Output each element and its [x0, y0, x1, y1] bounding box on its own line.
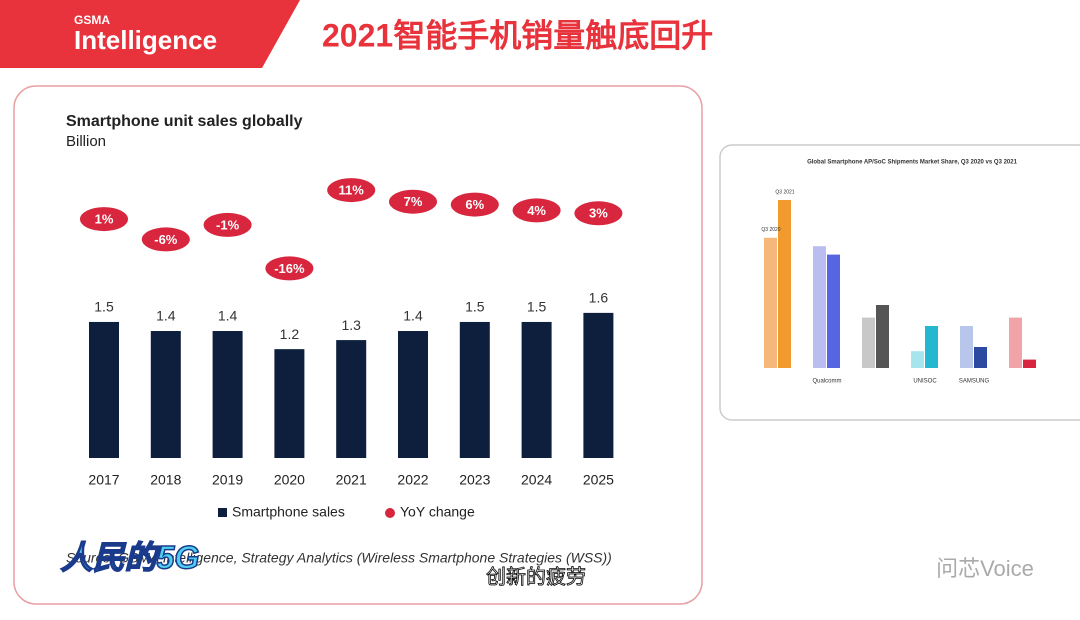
inset-bar	[827, 254, 840, 368]
bar-label: 1.5	[465, 299, 485, 315]
x-tick-label: 2022	[397, 472, 428, 488]
x-tick-label: 2021	[336, 472, 367, 488]
legend-swatch	[218, 508, 227, 517]
bar-label: 1.4	[403, 308, 423, 324]
yoy-label: 1%	[95, 212, 114, 227]
bar-label: 1.4	[156, 308, 176, 324]
inset-bar	[974, 347, 987, 368]
inset-title: Global Smartphone AP/SoC Shipments Marke…	[807, 160, 1018, 166]
yoy-label: 11%	[339, 183, 365, 198]
bar	[150, 331, 181, 458]
yoy-bubble	[327, 178, 376, 203]
yoy-bubble	[141, 227, 190, 252]
x-tick-label: 2024	[521, 472, 552, 488]
yoy-bubble	[450, 192, 499, 217]
bar	[336, 340, 367, 458]
x-tick-label: 2020	[274, 472, 305, 488]
inset-x-label: Qualcomm	[812, 379, 841, 385]
inset-bar	[925, 326, 938, 368]
x-tick-label: 2023	[459, 472, 490, 488]
x-tick-label: 2025	[583, 472, 614, 488]
inset-bar	[778, 200, 791, 368]
brand-top: GSMA	[74, 13, 110, 27]
bar-label: 1.4	[218, 308, 238, 324]
inset-card	[719, 144, 1080, 421]
yoy-label: -16%	[274, 261, 305, 276]
inset-bar	[1023, 359, 1036, 368]
brand: Intelligence	[74, 25, 217, 55]
watermark: 问芯Voice	[936, 556, 1034, 581]
x-tick-label: 2019	[212, 472, 243, 488]
bar	[212, 331, 243, 458]
bar-label: 1.6	[589, 290, 609, 306]
caption: 创新的疲劳	[486, 565, 586, 588]
inset-series-label: Q3 2021	[775, 189, 794, 195]
inset-x-label: UNISOC	[913, 379, 937, 385]
yoy-label: 4%	[527, 203, 546, 218]
inset-bar	[911, 351, 924, 368]
bar-label: 1.5	[94, 299, 114, 315]
source: Source: GSMA Intelligence, Strategy Anal…	[66, 550, 612, 566]
inset-x-label: SAMSUNG	[959, 379, 990, 385]
logo-overlay: 人民的5G	[61, 539, 200, 575]
yoy-bubble	[512, 198, 561, 223]
yoy-bubble	[80, 207, 128, 232]
yoy-bubble	[265, 256, 314, 281]
bar	[274, 349, 305, 458]
bar-label: 1.3	[341, 317, 361, 333]
inset-bar	[960, 326, 973, 368]
inset-series-label: Q3 2020	[761, 227, 780, 233]
x-tick-label: 2018	[150, 472, 181, 488]
yoy-bubble	[574, 201, 623, 226]
bar-label: 1.5	[527, 299, 547, 315]
yoy-label: 7%	[404, 194, 423, 209]
bar-label: 1.2	[280, 326, 300, 342]
slide-title: 2021智能手机销量触底回升	[322, 17, 713, 53]
bar	[89, 321, 119, 458]
inset-bar	[813, 246, 826, 368]
bar	[583, 312, 614, 458]
yoy-label: 3%	[589, 206, 608, 221]
yoy-bubble	[203, 212, 252, 237]
inset-bar	[862, 317, 875, 368]
bar	[521, 321, 552, 458]
inset-bar	[764, 237, 777, 368]
bar	[398, 331, 428, 458]
legend-swatch	[385, 508, 395, 518]
header-band	[0, 0, 300, 68]
inset-bar	[876, 305, 889, 368]
chart-title: Smartphone unit sales globally	[66, 113, 303, 130]
yoy-label: -1%	[216, 217, 240, 232]
chart-subtitle: Billion	[66, 133, 106, 150]
bar	[459, 321, 490, 458]
legend-label: YoY change	[400, 504, 475, 520]
yoy-label: -6%	[154, 232, 178, 247]
yoy-label: 6%	[465, 197, 484, 212]
yoy-bubble	[389, 189, 437, 214]
inset-bar	[1009, 317, 1022, 368]
legend-label: Smartphone sales	[232, 504, 345, 520]
x-tick-label: 2017	[88, 472, 119, 488]
